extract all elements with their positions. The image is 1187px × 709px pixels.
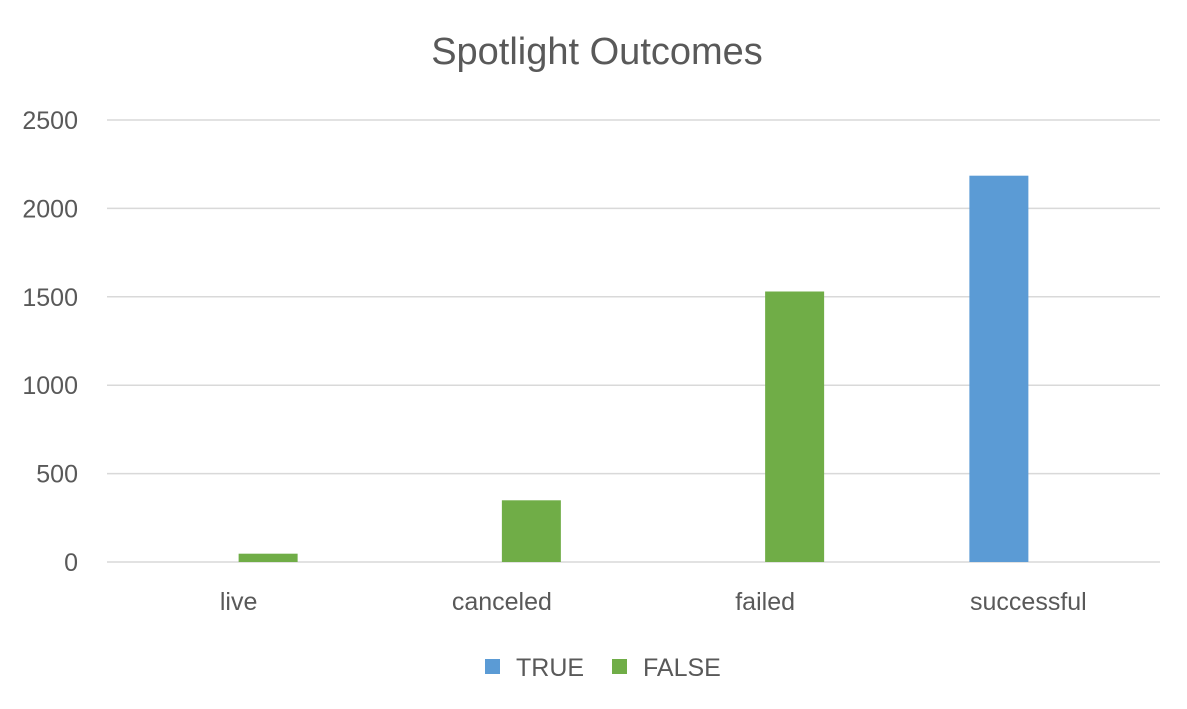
x-axis-ticks: live canceled failed successful <box>220 588 1087 616</box>
legend: TRUE FALSE <box>485 654 721 682</box>
bar-false-failed <box>765 291 825 562</box>
legend-swatch-true <box>485 659 500 674</box>
y-tick-label: 0 <box>64 549 78 577</box>
legend-label-true: TRUE <box>516 654 584 682</box>
bars <box>238 175 1029 562</box>
bar-false-canceled <box>501 500 561 562</box>
y-tick-label: 500 <box>36 461 78 489</box>
bar-true-successful <box>969 175 1029 562</box>
chart-title: Spotlight Outcomes <box>431 31 763 73</box>
y-tick-label: 2000 <box>22 195 78 223</box>
y-tick-label: 2500 <box>22 107 78 135</box>
x-tick-label: live <box>220 588 258 616</box>
y-tick-label: 1500 <box>22 284 78 312</box>
legend-label-false: FALSE <box>643 654 721 682</box>
y-tick-label: 1000 <box>22 372 78 400</box>
bar-false-live <box>238 553 298 562</box>
y-axis-ticks: 0 500 1000 1500 2000 2500 <box>22 107 78 577</box>
legend-swatch-false <box>612 659 627 674</box>
x-tick-label: canceled <box>452 588 552 616</box>
x-tick-label: failed <box>735 588 795 616</box>
x-tick-label: successful <box>970 588 1087 616</box>
